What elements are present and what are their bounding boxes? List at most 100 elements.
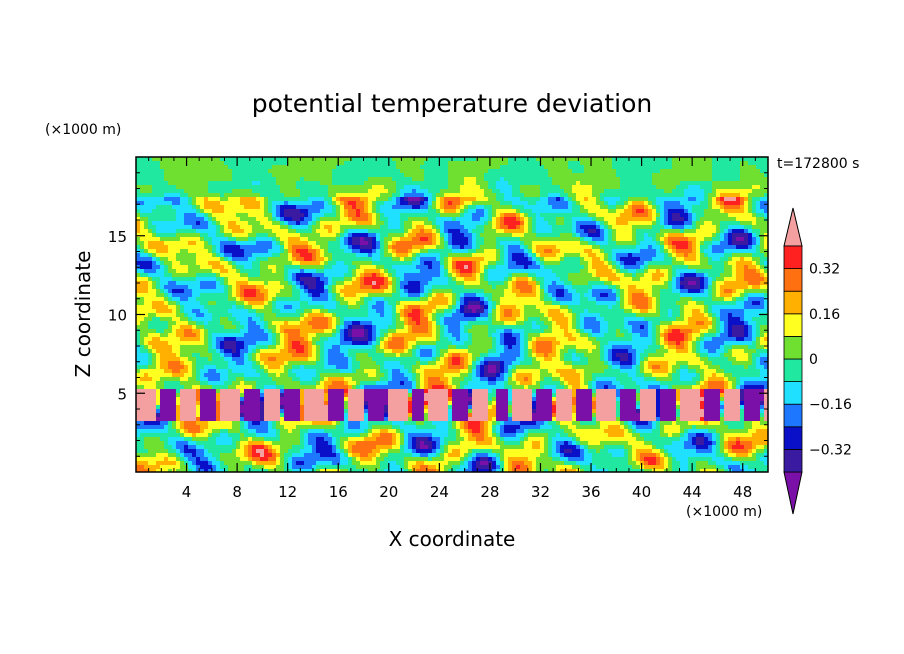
heatmap-cell <box>396 277 401 282</box>
heatmap-cell <box>152 205 157 210</box>
heatmap-cell <box>420 269 425 274</box>
heatmap-cell <box>332 205 337 210</box>
heatmap-cell <box>548 245 553 250</box>
heatmap-cell <box>456 253 461 258</box>
heatmap-cell <box>236 217 241 222</box>
heatmap-cell <box>388 277 393 282</box>
heatmap-cell <box>372 249 377 254</box>
heatmap-cell <box>392 209 397 214</box>
heatmap-cell <box>164 233 169 238</box>
heatmap-cell <box>164 181 169 186</box>
heatmap-cell <box>316 241 321 246</box>
heatmap-cell <box>308 273 313 278</box>
heatmap-cell <box>548 189 553 194</box>
heatmap-cell <box>720 257 725 262</box>
heatmap-cell <box>300 241 305 246</box>
heatmap-cell <box>584 245 589 250</box>
heatmap-cell <box>416 165 421 170</box>
heatmap-cell <box>444 173 449 178</box>
heatmap-cell <box>724 209 729 214</box>
heatmap-cell <box>592 265 597 270</box>
heatmap-cell <box>548 237 553 242</box>
heatmap-cell <box>240 193 245 198</box>
heatmap-cell <box>268 157 273 162</box>
heatmap-cell <box>372 181 377 186</box>
heatmap-cell <box>648 197 653 202</box>
heatmap-cell <box>612 177 617 182</box>
heatmap-cell <box>176 229 181 234</box>
heatmap-cell <box>352 213 357 218</box>
heatmap-cell <box>408 169 413 174</box>
heatmap-cell <box>420 201 425 206</box>
heatmap-cell <box>500 177 505 182</box>
heatmap-cell <box>684 225 689 230</box>
heatmap-cell <box>156 233 161 238</box>
heatmap-cell <box>628 173 633 178</box>
heatmap-cell <box>420 209 425 214</box>
heatmap-cell <box>248 201 253 206</box>
heatmap-cell <box>652 253 657 258</box>
heatmap-cell <box>216 217 221 222</box>
heatmap-cell <box>408 181 413 186</box>
heatmap-cell <box>384 205 389 210</box>
heatmap-cell <box>432 225 437 230</box>
heatmap-cell <box>616 173 621 178</box>
heatmap-cell <box>532 185 537 190</box>
heatmap-cell <box>224 277 229 282</box>
heatmap-cell <box>240 221 245 226</box>
heatmap-cell <box>584 181 589 186</box>
heatmap-cell <box>536 253 541 258</box>
heatmap-cell <box>704 213 709 218</box>
heatmap-cell <box>456 233 461 238</box>
heatmap-cell <box>404 257 409 262</box>
heatmap-cell <box>548 265 553 270</box>
heatmap-cell <box>188 169 193 174</box>
heatmap-cell <box>392 189 397 194</box>
heatmap-cell <box>636 261 641 266</box>
heatmap-cell <box>372 225 377 230</box>
heatmap-cell <box>716 217 721 222</box>
heatmap-cell <box>700 209 705 214</box>
heatmap-cell <box>476 237 481 242</box>
heatmap-cell <box>160 253 165 258</box>
heatmap-cell <box>644 217 649 222</box>
heatmap-cell <box>596 169 601 174</box>
heatmap-cell <box>336 253 341 258</box>
heatmap-cell <box>688 229 693 234</box>
heatmap-cell <box>212 261 217 266</box>
heatmap-cell <box>672 209 677 214</box>
heatmap-cell <box>392 205 397 210</box>
heatmap-cell <box>480 277 485 282</box>
heatmap-cell <box>388 169 393 174</box>
heatmap-cell <box>592 273 597 278</box>
heatmap-cell <box>408 213 413 218</box>
heatmap-cell <box>720 225 725 230</box>
heatmap-cell <box>476 197 481 202</box>
heatmap-cell <box>232 277 237 282</box>
heatmap-cell <box>332 161 337 166</box>
heatmap-cell <box>616 233 621 238</box>
heatmap-cell <box>148 205 153 210</box>
heatmap-cell <box>232 253 237 258</box>
heatmap-cell <box>448 217 453 222</box>
heatmap-cell <box>352 245 357 250</box>
heatmap-cell <box>604 277 609 282</box>
heatmap-cell <box>412 205 417 210</box>
heatmap-cell <box>440 225 445 230</box>
heatmap-cell <box>668 273 673 278</box>
heatmap-cell <box>688 201 693 206</box>
heatmap-cell <box>620 273 625 278</box>
heatmap-cell <box>728 173 733 178</box>
heatmap-cell <box>252 165 257 170</box>
heatmap-cell <box>160 245 165 250</box>
heatmap-cell <box>696 165 701 170</box>
heatmap-cell <box>524 273 529 278</box>
heatmap-cell <box>188 201 193 206</box>
heatmap-cell <box>260 269 265 274</box>
heatmap-cell <box>736 205 741 210</box>
heatmap-cell <box>608 221 613 226</box>
heatmap-cell <box>676 157 681 162</box>
heatmap-cell <box>616 257 621 262</box>
heatmap-cell <box>224 193 229 198</box>
heatmap-cell <box>600 217 605 222</box>
